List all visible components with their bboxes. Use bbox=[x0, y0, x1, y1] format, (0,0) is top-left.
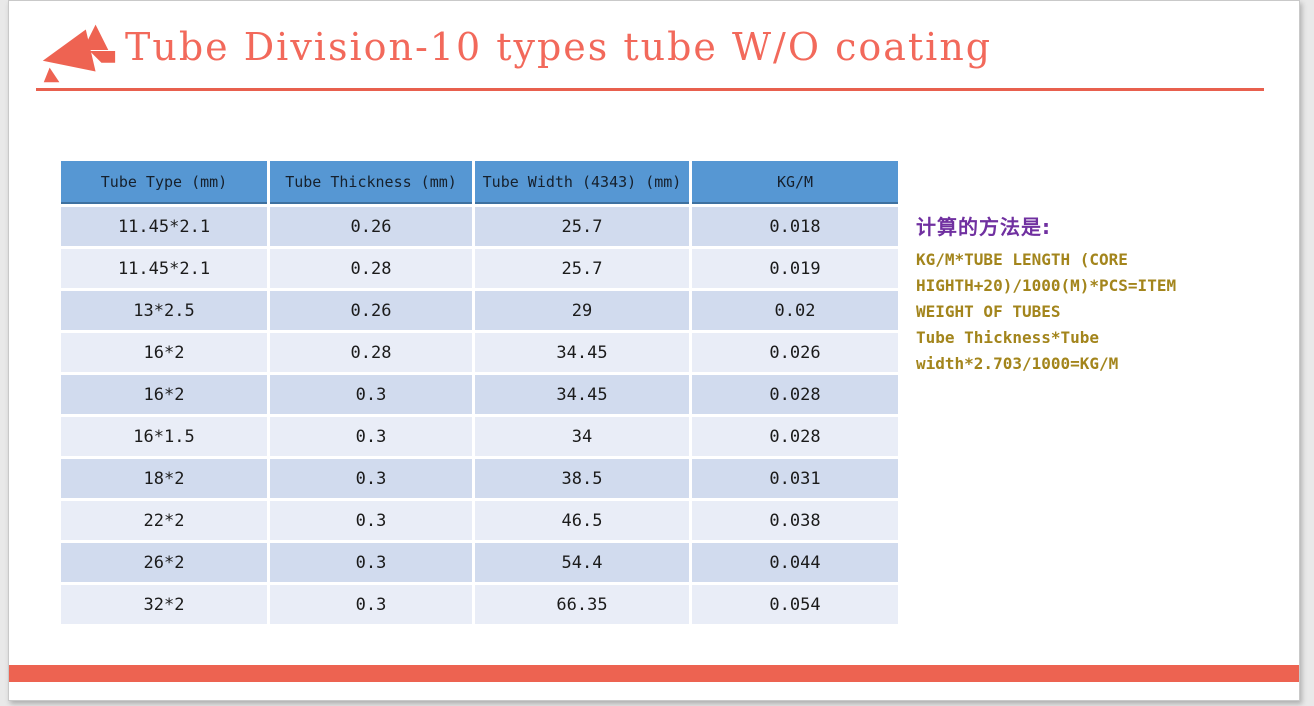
note-formula-line: KG/M*TUBE LENGTH (CORE bbox=[916, 250, 1128, 269]
table-cell: 66.35 bbox=[475, 585, 689, 624]
table-cell: 0.3 bbox=[270, 459, 472, 498]
table-cell: 0.038 bbox=[692, 501, 898, 540]
table-cell: 11.45*2.1 bbox=[61, 207, 267, 246]
slide: Tube Division-10 types tube W/O coating … bbox=[8, 0, 1300, 701]
table-cell: 0.026 bbox=[692, 333, 898, 372]
tube-spec-table: Tube Type (mm) Tube Thickness (mm) Tube Wi… bbox=[61, 161, 898, 627]
note-formula-lines: KG/M*TUBE LENGTH (CORE HIGHTH+20)/1000(M)… bbox=[916, 247, 1196, 377]
table-cell: 25.7 bbox=[475, 249, 689, 288]
table-cell: 0.3 bbox=[270, 585, 472, 624]
table-cell: 54.4 bbox=[475, 543, 689, 582]
table-cell: 0.018 bbox=[692, 207, 898, 246]
table-cell: 38.5 bbox=[475, 459, 689, 498]
table-cell: 0.3 bbox=[270, 375, 472, 414]
table-cell: 16*2 bbox=[61, 333, 267, 372]
table-cell: 0.26 bbox=[270, 291, 472, 330]
table-cell: 22*2 bbox=[61, 501, 267, 540]
table-cell: 0.28 bbox=[270, 333, 472, 372]
table-cell: 16*1.5 bbox=[61, 417, 267, 456]
table-cell: 0.26 bbox=[270, 207, 472, 246]
table-cell: 34.45 bbox=[475, 333, 689, 372]
table-cell: 0.031 bbox=[692, 459, 898, 498]
table-header-row: Tube Type (mm) Tube Thickness (mm) Tube Wi… bbox=[61, 161, 898, 204]
note-formula-line: Tube Thickness*Tube bbox=[916, 328, 1100, 347]
table-cell: 34 bbox=[475, 417, 689, 456]
table-cell: 0.28 bbox=[270, 249, 472, 288]
note-formula-line: WEIGHT OF TUBES bbox=[916, 302, 1061, 321]
table-row: 18*2 0.3 38.5 0.031 bbox=[61, 459, 898, 498]
table-cell: 0.3 bbox=[270, 417, 472, 456]
table-row: 16*2 0.3 34.45 0.028 bbox=[61, 375, 898, 414]
logo-triangles-icon bbox=[42, 24, 116, 83]
table-cell: 0.028 bbox=[692, 375, 898, 414]
bottom-accent-bar bbox=[9, 665, 1299, 682]
column-header: Tube Type (mm) bbox=[61, 161, 267, 204]
table-cell: 25.7 bbox=[475, 207, 689, 246]
table-cell: 0.028 bbox=[692, 417, 898, 456]
slide-title: Tube Division-10 types tube W/O coating bbox=[125, 25, 993, 69]
note-formula-line: HIGHTH+20)/1000(M)*PCS=ITEM bbox=[916, 276, 1177, 295]
table-row: 26*2 0.3 54.4 0.044 bbox=[61, 543, 898, 582]
table-cell: 34.45 bbox=[475, 375, 689, 414]
column-header: Tube Thickness (mm) bbox=[270, 161, 472, 204]
table-row: 22*2 0.3 46.5 0.038 bbox=[61, 501, 898, 540]
table-cell: 18*2 bbox=[61, 459, 267, 498]
table-cell: 32*2 bbox=[61, 585, 267, 624]
note-heading: 计算的方法是: bbox=[916, 215, 1051, 239]
table-cell: 11.45*2.1 bbox=[61, 249, 267, 288]
table-cell: 0.3 bbox=[270, 543, 472, 582]
table-row: 11.45*2.1 0.26 25.7 0.018 bbox=[61, 207, 898, 246]
table-cell: 26*2 bbox=[61, 543, 267, 582]
table-cell: 16*2 bbox=[61, 375, 267, 414]
calculation-note: 计算的方法是: KG/M*TUBE LENGTH (CORE HIGHTH+20)… bbox=[916, 211, 1196, 377]
table-row: 32*2 0.3 66.35 0.054 bbox=[61, 585, 898, 624]
table-cell: 0.044 bbox=[692, 543, 898, 582]
table-row: 11.45*2.1 0.28 25.7 0.019 bbox=[61, 249, 898, 288]
table-row: 13*2.5 0.26 29 0.02 bbox=[61, 291, 898, 330]
column-header: KG/M bbox=[692, 161, 898, 204]
table-cell: 0.019 bbox=[692, 249, 898, 288]
table-row: 16*2 0.28 34.45 0.026 bbox=[61, 333, 898, 372]
table-cell: 0.02 bbox=[692, 291, 898, 330]
table-cell: 46.5 bbox=[475, 501, 689, 540]
table-cell: 29 bbox=[475, 291, 689, 330]
note-formula-line: width*2.703/1000=KG/M bbox=[916, 354, 1119, 373]
table-body: 11.45*2.1 0.26 25.7 0.018 11.45*2.1 0.28 25.7 0… bbox=[61, 207, 898, 624]
table-cell: 0.3 bbox=[270, 501, 472, 540]
column-header: Tube Width (4343) (mm) bbox=[475, 161, 689, 204]
table-cell: 13*2.5 bbox=[61, 291, 267, 330]
table-row: 16*1.5 0.3 34 0.028 bbox=[61, 417, 898, 456]
table-cell: 0.054 bbox=[692, 585, 898, 624]
title-divider bbox=[36, 88, 1264, 91]
